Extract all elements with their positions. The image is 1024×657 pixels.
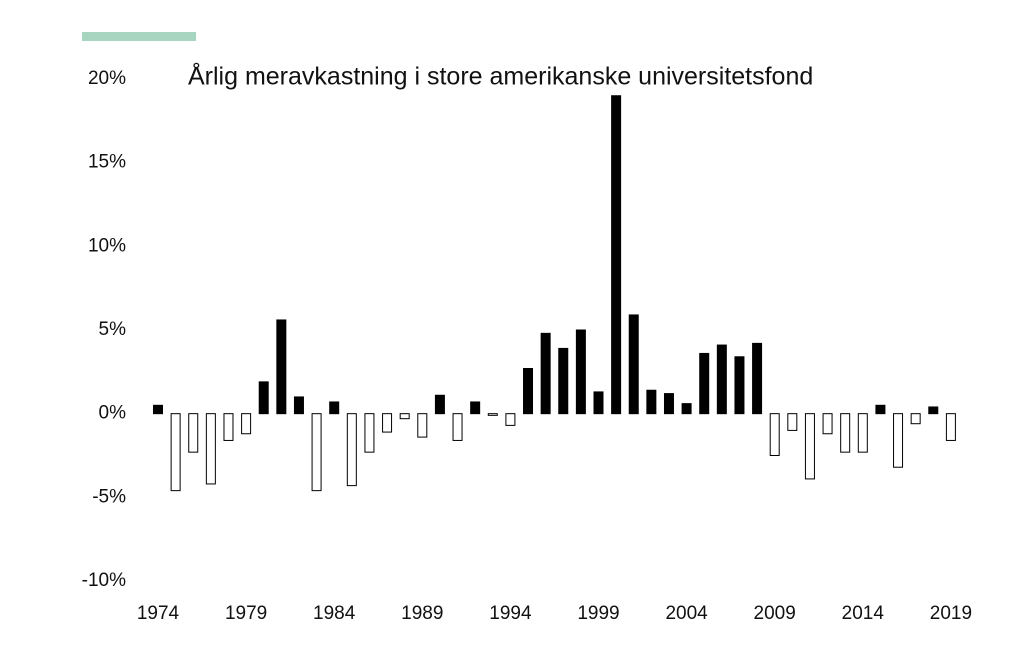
bar xyxy=(628,314,639,415)
bar xyxy=(153,404,163,415)
bar xyxy=(540,332,551,415)
bar xyxy=(752,342,763,415)
bar xyxy=(787,413,798,431)
bar xyxy=(769,413,780,456)
bar xyxy=(611,95,622,415)
bar xyxy=(822,413,833,435)
bar xyxy=(804,413,815,480)
bar xyxy=(523,367,534,415)
decor-bar xyxy=(82,32,196,41)
y-tick-label: 10% xyxy=(88,235,126,256)
bar xyxy=(875,404,886,415)
y-tick-label: 5% xyxy=(99,319,127,340)
y-tick-label: -5% xyxy=(92,486,126,507)
x-tick-label: 2009 xyxy=(754,603,796,624)
bar xyxy=(910,413,921,425)
bar xyxy=(241,413,252,435)
bar xyxy=(945,413,956,441)
bar xyxy=(417,413,428,438)
bar xyxy=(434,394,445,415)
bar xyxy=(188,413,199,453)
x-tick-label: 1974 xyxy=(137,603,180,624)
y-tick-label: 0% xyxy=(99,403,127,424)
x-tick-label: 1979 xyxy=(225,603,267,624)
bar xyxy=(205,413,216,485)
bar xyxy=(452,413,463,441)
x-tick-label: 1989 xyxy=(401,603,443,624)
bar xyxy=(558,347,569,415)
bar xyxy=(505,413,516,426)
bar xyxy=(840,413,851,453)
y-tick-label: 20% xyxy=(88,68,126,89)
bar xyxy=(681,403,692,415)
bar xyxy=(223,413,234,441)
bar xyxy=(734,356,745,415)
bar xyxy=(893,413,904,468)
bar xyxy=(663,393,674,415)
bar xyxy=(716,344,727,415)
bar xyxy=(382,413,393,433)
bar xyxy=(699,352,710,415)
bar xyxy=(258,381,269,415)
bar xyxy=(364,413,375,453)
y-tick-label: 15% xyxy=(88,152,126,173)
bar xyxy=(646,389,657,415)
bar xyxy=(575,329,586,415)
y-tick-label: -10% xyxy=(82,570,126,591)
x-tick-label: 1994 xyxy=(489,603,532,624)
bar xyxy=(487,413,498,416)
bar xyxy=(857,413,868,453)
x-tick-label: 2014 xyxy=(842,603,885,624)
bar xyxy=(928,406,939,415)
x-tick-label: 2019 xyxy=(930,603,972,624)
bar xyxy=(399,413,410,420)
chart-title: Årlig meravkastning i store amerikanske … xyxy=(188,61,813,91)
x-tick-label: 1999 xyxy=(577,603,619,624)
bar xyxy=(293,396,304,415)
bar xyxy=(329,401,340,415)
bar xyxy=(346,413,357,487)
bar xyxy=(470,401,481,415)
bar xyxy=(276,319,287,415)
bar xyxy=(170,413,181,492)
x-tick-label: 1984 xyxy=(313,603,356,624)
bar xyxy=(311,413,322,492)
bar xyxy=(593,391,604,415)
x-tick-label: 2004 xyxy=(665,603,708,624)
